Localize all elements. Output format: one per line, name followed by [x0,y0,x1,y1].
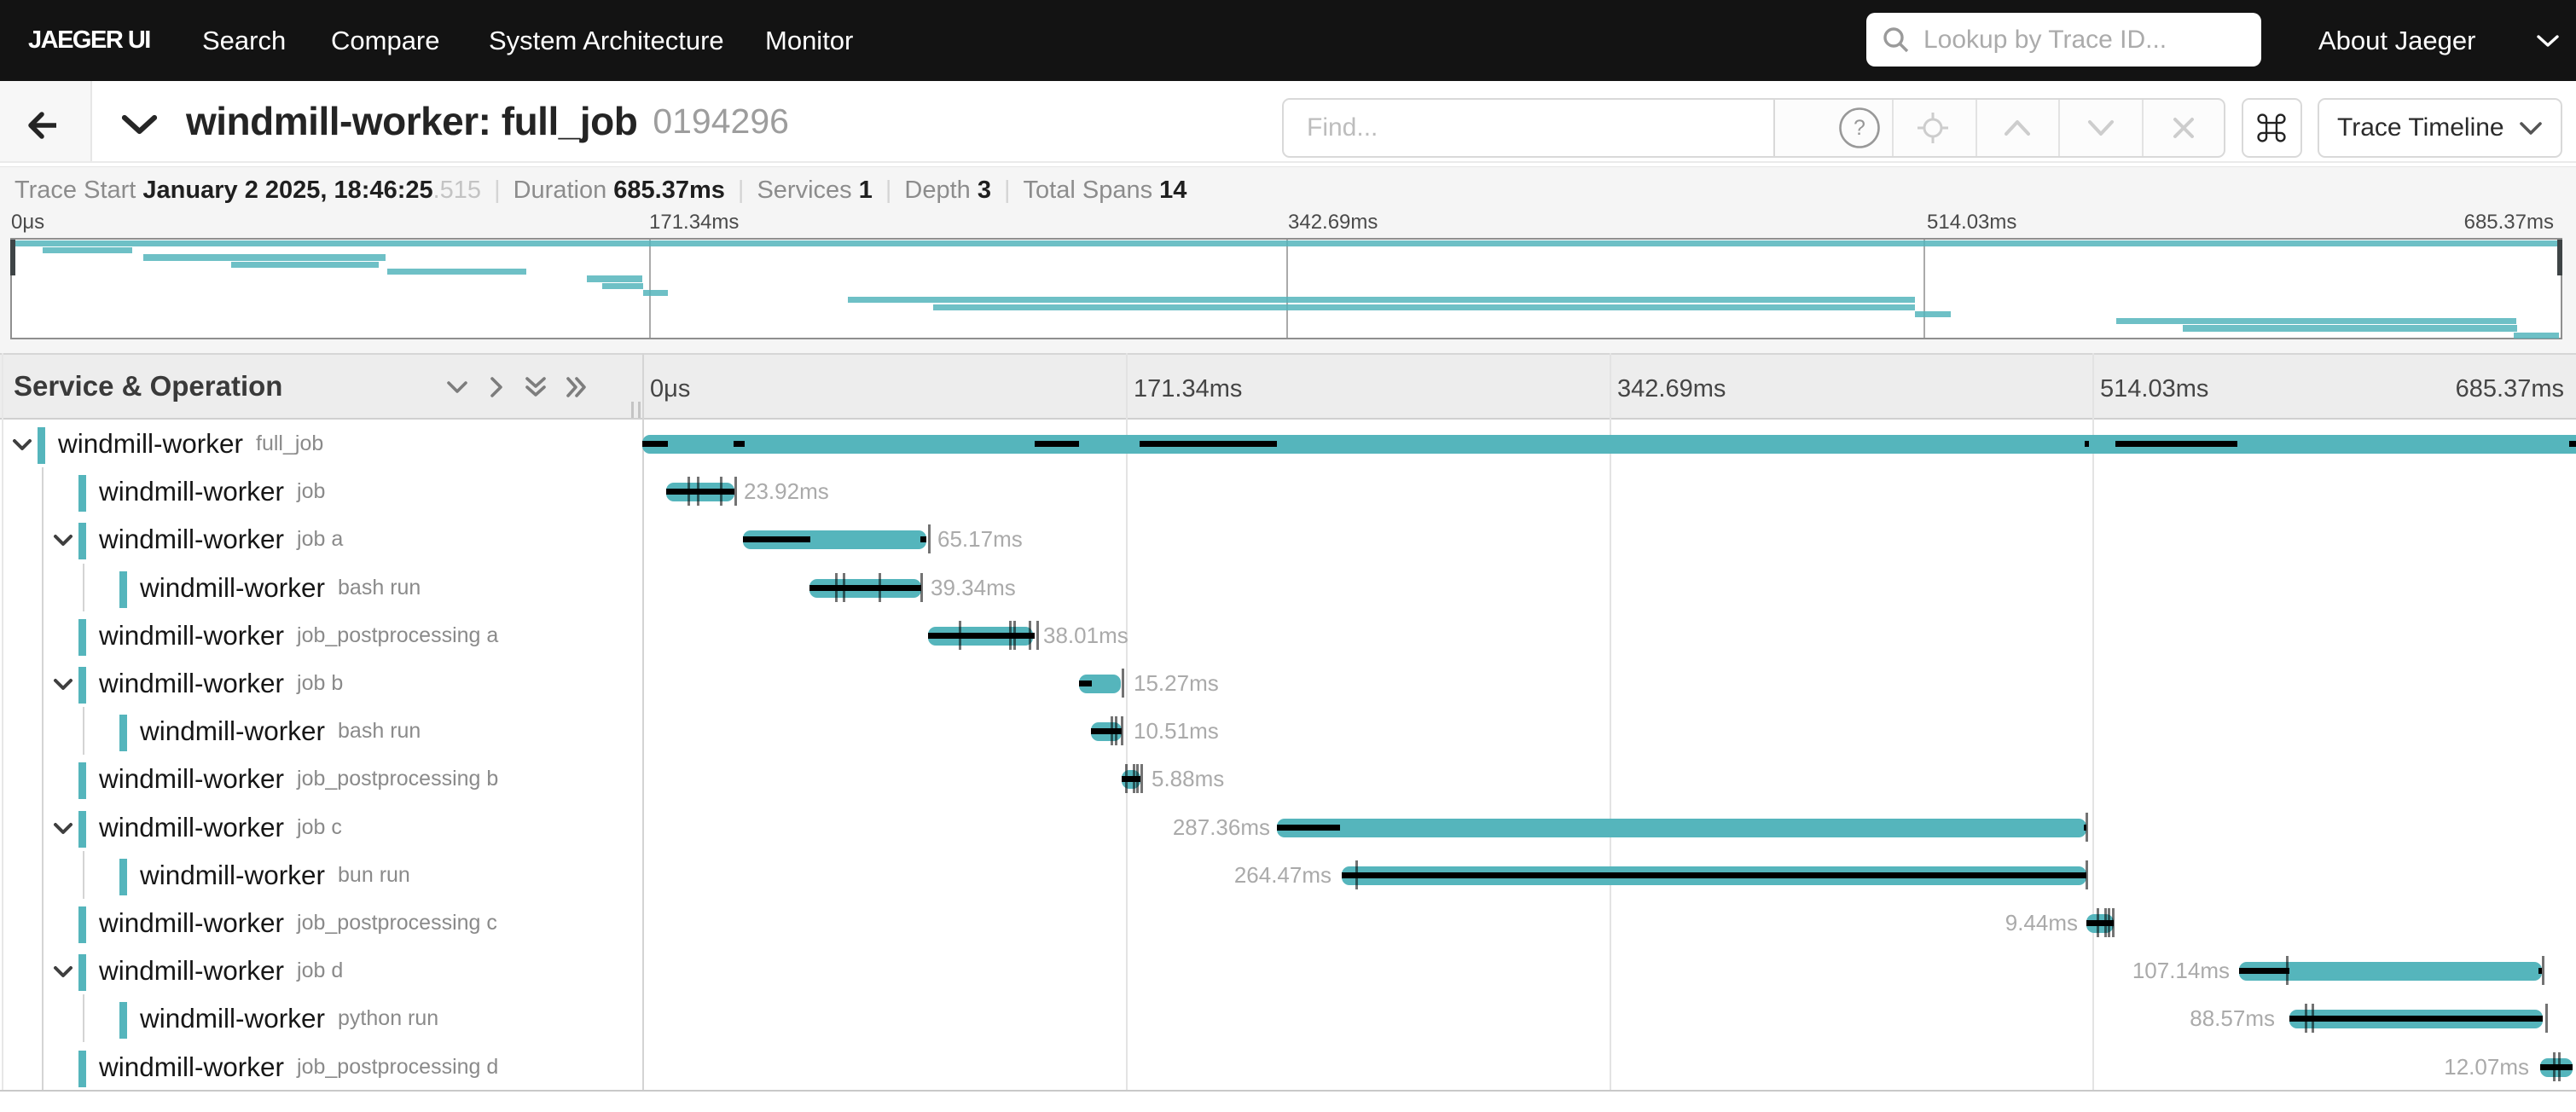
svg-text:?: ? [1854,116,1865,140]
